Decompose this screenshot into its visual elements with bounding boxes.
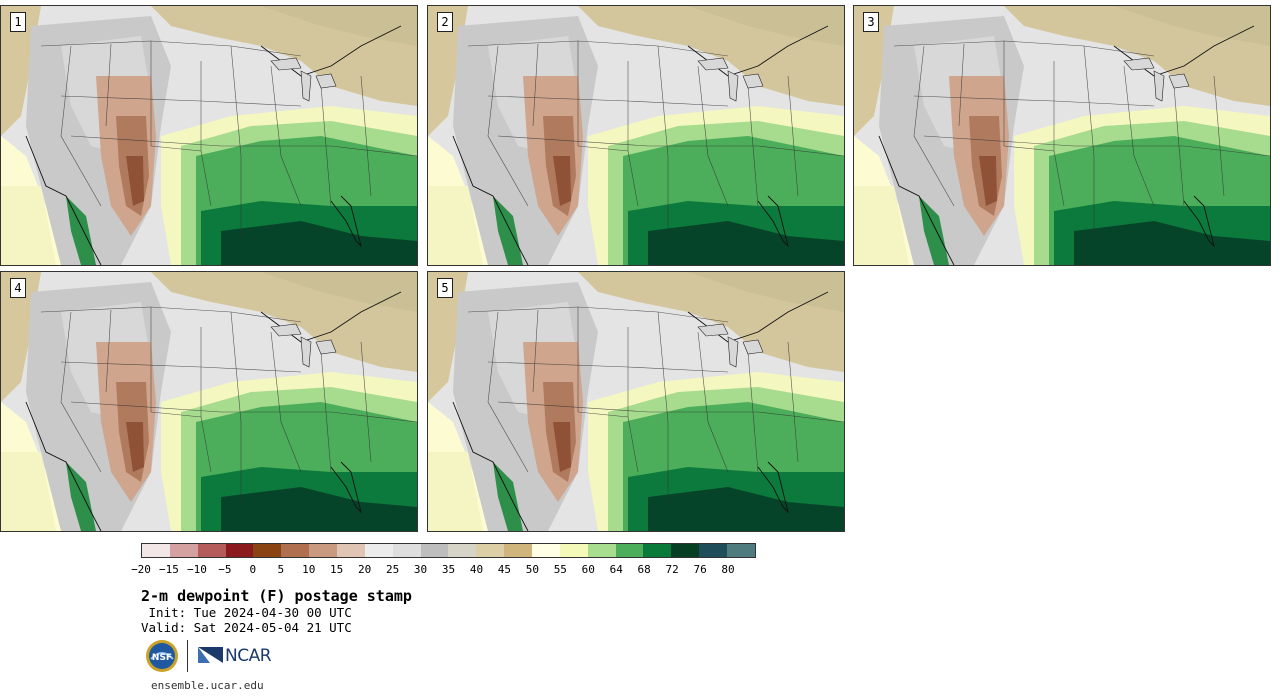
colorbar-swatch <box>699 544 728 557</box>
map-panel-1: 1 <box>0 5 418 266</box>
colorbar-tick-label: 25 <box>385 563 400 576</box>
colorbar-swatch <box>169 544 198 557</box>
colorbar-tick-label: 64 <box>609 563 623 576</box>
colorbar-swatch <box>309 544 338 557</box>
colorbar-tick-label: 80 <box>721 563 735 576</box>
product-title: 2-m dewpoint (F) postage stamp <box>141 587 412 605</box>
colorbar-swatch <box>225 544 254 557</box>
dewpoint-map <box>428 6 844 265</box>
site-url: ensemble.ucar.edu <box>151 679 264 692</box>
valid-time: Valid: Sat 2024-05-04 21 UTC <box>141 620 352 635</box>
colorbar-tick-label: −5 <box>218 563 232 576</box>
colorbar-tick-label: 10 <box>302 563 316 576</box>
dewpoint-map <box>428 272 844 531</box>
colorbar-tick-label: 35 <box>441 563 456 576</box>
dewpoint-map <box>1 272 417 531</box>
colorbar-swatch <box>364 544 393 557</box>
map-panel-2: 2 <box>427 5 845 266</box>
colorbar-tick-label: 45 <box>497 563 512 576</box>
colorbar-tick-label: 20 <box>358 563 372 576</box>
member-number: 4 <box>10 278 26 298</box>
colorbar-swatch <box>142 544 170 557</box>
map-panel-3: 3 <box>853 5 1271 266</box>
colorbar-swatch <box>559 544 588 557</box>
map-panel-5: 5 <box>427 271 845 532</box>
colorbar-swatch <box>337 544 365 557</box>
colorbar-tick-label: 76 <box>693 563 707 576</box>
ncar-logo-text: NCAR <box>225 646 272 666</box>
colorbar-tick-label: 40 <box>469 563 484 576</box>
colorbar-swatch <box>476 544 505 557</box>
colorbar-swatch <box>587 544 616 557</box>
colorbar-swatch <box>197 544 226 557</box>
colorbar-tick-label: 5 <box>277 563 285 576</box>
init-time: Init: Tue 2024-04-30 00 UTC <box>141 605 352 620</box>
colorbar-tick-label: 15 <box>330 563 344 576</box>
colorbar-tick-label: 68 <box>637 563 651 576</box>
colorbar-swatch <box>615 544 644 557</box>
colorbar-tick-label: 60 <box>581 563 595 576</box>
dewpoint-map <box>854 6 1270 265</box>
colorbar-swatch <box>671 544 700 557</box>
member-number: 5 <box>437 278 453 298</box>
colorbar-swatch <box>253 544 282 557</box>
nsf-logo-text: NSF <box>152 653 172 663</box>
map-panel-4: 4 <box>0 271 418 532</box>
colorbar-swatch <box>532 544 560 557</box>
logo-divider <box>187 640 188 672</box>
colorbar-tick-label: −10 <box>186 563 207 576</box>
colorbar-tick-label: 50 <box>525 563 539 576</box>
ncar-logo-icon <box>198 647 223 663</box>
colorbar-tick-label: 72 <box>665 563 679 576</box>
dewpoint-map <box>1 6 417 265</box>
colorbar-tick-label: 30 <box>413 563 428 576</box>
colorbar-swatch <box>643 544 672 557</box>
colorbar-tick-label: 0 <box>249 563 257 576</box>
colorbar-swatch <box>727 544 755 557</box>
colorbar-tick-label: 55 <box>553 563 567 576</box>
nsf-logo-icon: NSF <box>146 640 178 672</box>
colorbar-ticks: −20 −15 −10 −5 0 5 10 15 20 25 30 35 40 45 50 55 60 64 68 7… <box>131 563 756 577</box>
colorbar-swatch <box>281 544 310 557</box>
colorbar <box>141 543 756 558</box>
member-number: 3 <box>863 12 879 32</box>
member-number: 2 <box>437 12 453 32</box>
colorbar-swatch <box>448 544 477 557</box>
member-number: 1 <box>10 12 26 32</box>
colorbar-tick-label: −15 <box>159 563 179 576</box>
colorbar-swatch <box>392 544 421 557</box>
colorbar-swatch <box>420 544 449 557</box>
colorbar-swatch <box>504 544 533 557</box>
colorbar-tick-label: −20 <box>131 563 151 576</box>
